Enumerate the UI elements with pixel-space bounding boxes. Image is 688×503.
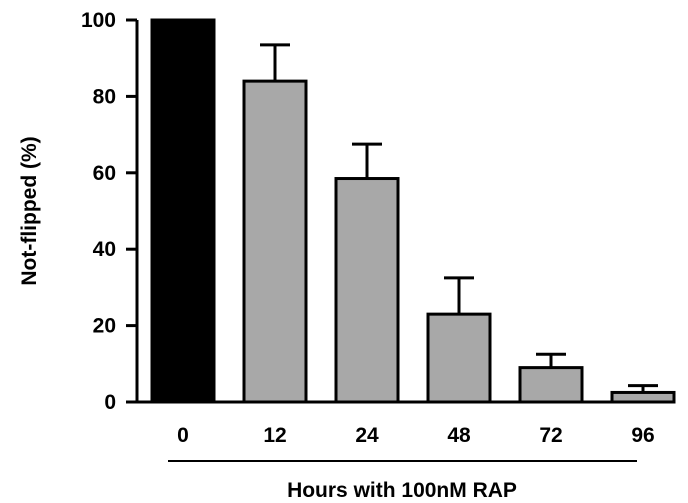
x-tick-label-72: 72 (539, 424, 562, 447)
bar-24 (334, 177, 400, 404)
x-tick-label-0: 0 (177, 424, 189, 447)
y-tick-label-40: 40 (93, 238, 116, 261)
y-axis-title: Not-flipped (%) (18, 136, 41, 285)
error-bars-group (260, 43, 658, 393)
x-tick-label-96: 96 (631, 424, 654, 447)
x-ticks-group: 0 12 24 48 72 96 (177, 424, 655, 447)
axes-group (135, 20, 665, 462)
bar-12 (242, 79, 308, 404)
bar-0 (150, 18, 216, 404)
y-tick-label-60: 60 (93, 162, 116, 185)
x-tick-label-48: 48 (447, 424, 471, 447)
bar-48 (426, 312, 492, 404)
y-tick-label-0: 0 (104, 391, 116, 414)
x-tick-label-24: 24 (355, 424, 379, 447)
x-tick-label-12: 12 (263, 424, 286, 447)
bars-group (150, 18, 676, 404)
bar-72 (518, 366, 584, 404)
y-tick-label-80: 80 (93, 85, 116, 108)
y-tick-label-20: 20 (93, 315, 116, 338)
x-axis-title: Hours with 100nM RAP (287, 479, 517, 502)
y-tick-label-100: 100 (81, 9, 116, 32)
y-ticks-group: 0 20 40 60 80 100 (81, 9, 137, 414)
